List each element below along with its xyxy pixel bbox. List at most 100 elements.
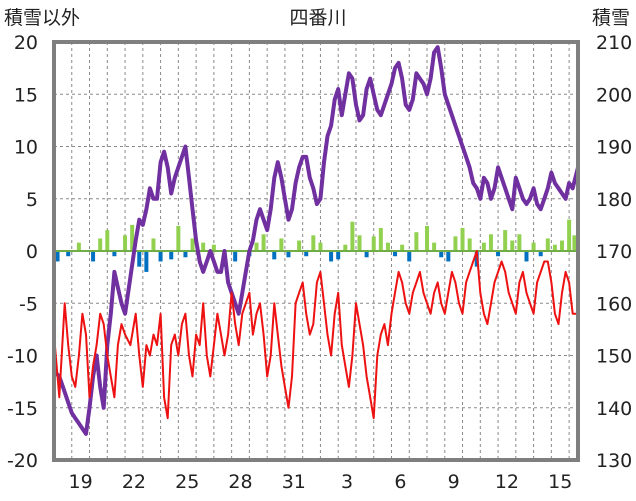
- right-tick-label: 130: [596, 450, 632, 472]
- left-axis-ticks: 20 15 10 5 0 -5 -10 -15 -20: [7, 32, 38, 472]
- precip-bar: [211, 244, 216, 251]
- left-tick-label: 20: [14, 32, 38, 54]
- precip-bar: [545, 238, 550, 251]
- x-tick-label: 28: [228, 471, 252, 493]
- precip-bar: [467, 238, 472, 251]
- precip-bar: [66, 251, 71, 257]
- precip-bar: [91, 251, 96, 262]
- precip-bar: [400, 244, 405, 251]
- precip-bar: [371, 236, 376, 251]
- precip-bar: [176, 225, 181, 251]
- left-tick-label: 10: [14, 137, 38, 159]
- right-tick-label: 200: [596, 84, 632, 106]
- x-tick-label: 31: [282, 471, 306, 493]
- precip-bar: [254, 242, 259, 251]
- series-lines: [52, 45, 580, 436]
- temperature-line: [53, 250, 578, 420]
- precip-bar: [304, 251, 309, 257]
- precip-bar: [453, 236, 458, 251]
- right-tick-label: 170: [596, 241, 632, 263]
- x-axis-ticks: 19 22 25 28 31 3 6 9 12 15: [69, 471, 573, 493]
- precip-bar: [446, 251, 451, 262]
- left-tick-label: -10: [7, 346, 38, 368]
- precip-bar: [105, 230, 110, 251]
- right-tick-label: 160: [596, 293, 632, 315]
- left-tick-label: 5: [26, 189, 38, 211]
- precip-bar: [112, 251, 117, 257]
- precipitation-bars: [55, 219, 577, 272]
- x-tick-label: 6: [394, 471, 406, 493]
- precip-bar: [552, 244, 557, 251]
- precip-bar: [272, 251, 277, 260]
- precip-bar: [432, 242, 437, 251]
- precip-bar: [531, 242, 536, 251]
- snow-depth-line: [52, 45, 580, 436]
- x-tick-label: 22: [122, 471, 146, 493]
- x-tick-label: 9: [448, 471, 460, 493]
- precip-bar: [336, 251, 341, 260]
- precip-bar: [572, 235, 577, 251]
- precip-bar: [201, 242, 206, 251]
- right-tick-label: 140: [596, 398, 632, 420]
- precip-bar: [76, 242, 81, 251]
- x-tick-label: 25: [175, 471, 199, 493]
- precip-bar: [524, 251, 529, 262]
- plot-frame: [52, 40, 580, 462]
- precip-bar: [137, 251, 142, 267]
- precip-bar: [55, 251, 60, 262]
- right-axis-label: 積雪: [592, 7, 630, 29]
- x-tick-label: 12: [495, 471, 519, 493]
- precip-bar: [329, 251, 334, 262]
- right-axis-ticks: 210 200 190 180 170 160 150 140 130: [596, 32, 632, 472]
- precip-bar: [279, 238, 284, 251]
- right-tick-label: 210: [596, 32, 632, 54]
- x-tick-label: 15: [548, 471, 572, 493]
- left-tick-label: -20: [7, 450, 38, 472]
- precip-bar: [297, 240, 302, 251]
- precip-bar: [414, 232, 419, 251]
- precip-bar: [425, 225, 430, 251]
- precip-bar: [190, 238, 195, 251]
- precip-bar: [286, 251, 291, 258]
- precip-bar: [567, 219, 572, 251]
- left-tick-label: -5: [19, 293, 38, 315]
- precip-bar: [169, 251, 174, 260]
- chart-title: 四番川: [289, 7, 346, 29]
- precip-bar: [98, 238, 103, 251]
- precip-bar: [439, 251, 444, 258]
- left-tick-label: -15: [7, 398, 38, 420]
- precip-bar: [364, 251, 369, 258]
- right-tick-label: 180: [596, 189, 632, 211]
- precip-bar: [407, 251, 412, 262]
- precip-bar: [393, 251, 398, 257]
- precip-bar: [183, 251, 188, 258]
- precip-bar: [130, 224, 135, 251]
- precip-bar: [496, 251, 501, 257]
- precip-bar: [357, 235, 362, 251]
- precip-bar: [481, 242, 486, 251]
- precip-bar: [510, 240, 515, 251]
- right-tick-label: 190: [596, 137, 632, 159]
- precip-bar: [488, 234, 493, 251]
- precip-bar: [318, 242, 323, 251]
- left-tick-label: 15: [14, 84, 38, 106]
- precip-bar: [261, 234, 266, 251]
- precip-bar: [538, 251, 543, 257]
- precip-bar: [378, 228, 383, 251]
- precip-bar: [144, 251, 149, 272]
- precip-bar: [233, 251, 238, 262]
- gridlines: [54, 42, 578, 460]
- precip-bar: [343, 244, 348, 251]
- x-tick-label: 3: [341, 471, 353, 493]
- precip-bar: [151, 238, 156, 251]
- x-tick-label: 19: [69, 471, 93, 493]
- precip-bar: [385, 242, 390, 251]
- precip-bar: [158, 251, 163, 262]
- precip-bar: [123, 235, 128, 251]
- precip-bar: [311, 235, 316, 251]
- left-tick-label: 0: [26, 241, 38, 263]
- left-axis-label: 積雪以外: [4, 7, 80, 29]
- precip-bar: [517, 234, 522, 251]
- precip-bar: [460, 228, 465, 251]
